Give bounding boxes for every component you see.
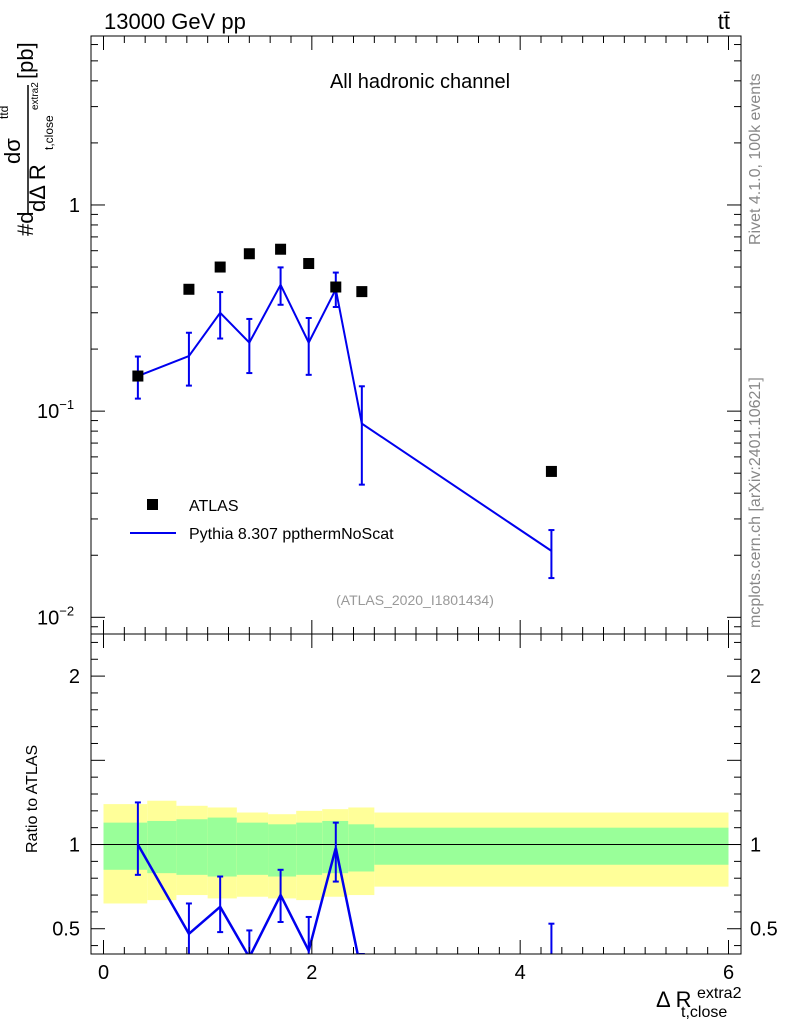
ratio-y-tick-label-right: 2 [750,666,761,688]
legend-data-label: ATLAS [189,498,239,515]
legend-mc-label: Pythia 8.307 ppthermNoScat [189,526,394,543]
y-label-unit: [pb] [13,42,38,79]
x-tick-label: 2 [306,962,317,984]
legend-data-marker [147,499,158,510]
data-point [303,258,315,270]
y-axis-label: #d dσ ttd dΔ R t,close extra2 [pb] [0,42,56,236]
ratio-y-tick-label-right: 0.5 [750,919,778,941]
data-point [132,370,144,382]
y-tick-label: 10−1 [37,397,74,423]
data-point [243,248,255,260]
band-inner [268,824,297,877]
rivet-label: Rivet 4.1.0, 100k events [747,73,764,245]
band-inner [348,824,375,872]
analysis-id: (ATLAS_2020_I1801434) [336,592,494,608]
ratio-bands [91,800,741,904]
mc-series [134,266,555,580]
band-inner [374,827,729,865]
x-label-sup: extra2 [697,985,742,1002]
x-tick-label: 0 [98,962,109,984]
band-inner [236,822,269,875]
y-label-den-sup: extra2 [30,82,41,110]
y-tick-label: 1 [69,195,80,217]
ratio-y-tick-label: 0.5 [52,919,80,941]
legend: ATLAS Pythia 8.307 ppthermNoScat [130,498,394,543]
data-point [214,261,226,273]
band-inner [296,822,323,875]
ratio-y-tick-label: 2 [69,666,80,688]
ratio-panel: 0.5 0.5 1 1 2 2 Ratio to ATLAS [24,633,778,955]
data-point [330,281,342,293]
ratio-ticks: 0.5 0.5 1 1 2 2 [52,641,778,947]
x-tick-label: 6 [723,962,734,984]
x-tick-label: 4 [515,962,526,984]
data-point [183,283,195,295]
ratio-y-tick-label-right: 1 [750,835,761,857]
source-label: mcplots.cern.ch [arXiv:2401.10621] [747,377,764,628]
channel-label: All hadronic channel [330,71,510,93]
data-point [545,465,557,477]
band-inner [176,819,208,875]
process-label: tt̄ [718,9,730,34]
y-label-num: dσ [0,138,25,164]
y-label-main: #d [13,212,38,236]
data-point [275,243,287,255]
ratio-series [134,801,555,954]
main-ticks: 10−2 10−1 1 [37,44,741,629]
y-tick-label: 10−2 [37,603,74,629]
main-panel: All hadronic channel (ATLAS_2020_I180143… [37,35,742,635]
data-point [356,286,368,298]
ratio-y-tick-label: 1 [69,835,80,857]
band-inner [147,820,177,874]
band-inner [103,822,148,870]
data-series [132,243,557,477]
x-label-main: Δ R [656,987,691,1012]
y-label-den-sub: t,close [42,115,56,150]
y-label-num-sup: ttd [0,106,11,119]
band-inner [207,817,237,877]
y-label-den: dΔ R [25,164,50,212]
ratio-y-label: Ratio to ATLAS [24,745,41,853]
x-label-sub: t,close [681,1004,727,1021]
energy-label: 13000 GeV pp [104,9,246,34]
x-axis-label: Δ R extra2 t,close [656,985,742,1021]
x-axis-ticks: 0 2 4 6 [98,36,734,984]
